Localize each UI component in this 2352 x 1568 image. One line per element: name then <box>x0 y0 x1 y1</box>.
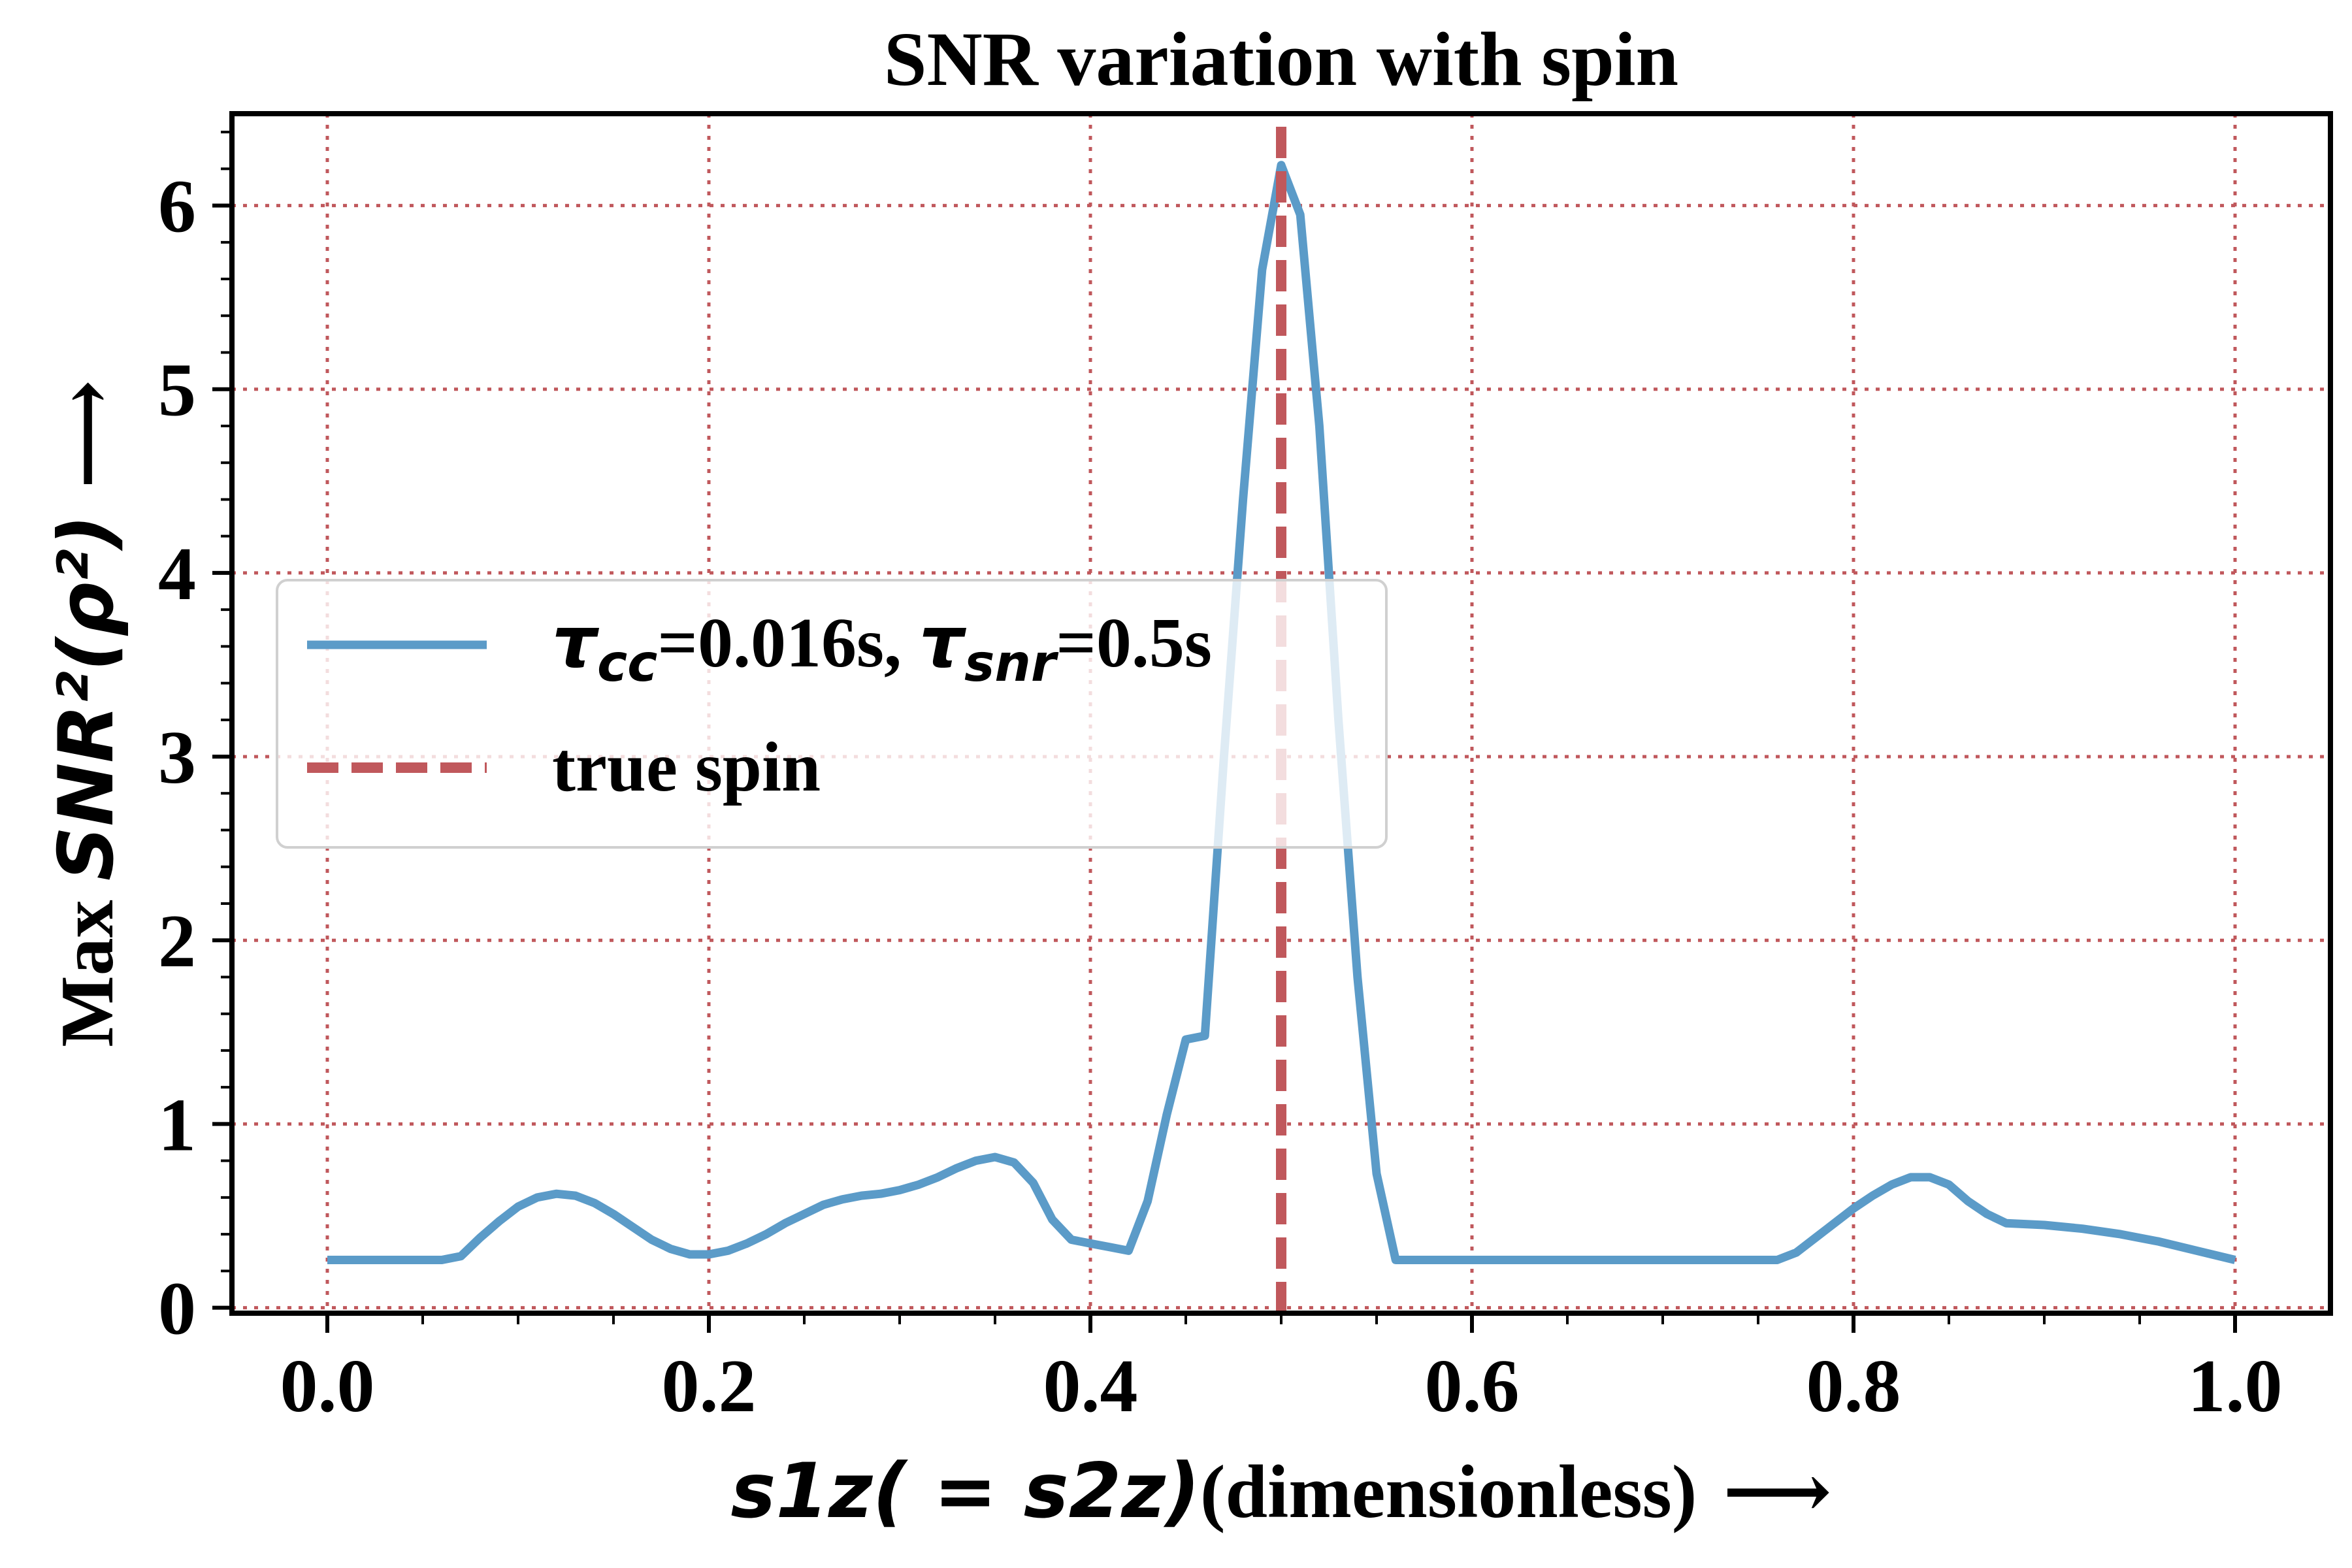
x-axis-label-text: (dimensionless) <box>1200 1450 1697 1534</box>
legend-mid: =0.016s, <box>657 604 919 682</box>
x-tick-label: 0.8 <box>1806 1345 1901 1428</box>
y-tick-label: 4 <box>158 532 196 616</box>
legend-tau-2: τ <box>919 602 967 683</box>
legend-sub-snr: snr <box>964 634 1059 693</box>
y-axis-label-math: SNR²(ρ²) <box>42 515 131 881</box>
y-axis-label: Max SNR²(ρ²) ⟶ <box>42 380 131 1047</box>
x-axis-label: s1z( = s2z)(dimensionless) ⟶ <box>730 1447 1831 1535</box>
x-tick-label: 0.2 <box>662 1345 757 1428</box>
major-ticks <box>212 203 2237 1333</box>
legend-end: =0.5s <box>1056 604 1212 682</box>
legend-sub-cc: cc <box>597 634 657 693</box>
y-axis-arrow: ⟶ <box>46 380 129 488</box>
x-axis-arrow: ⟶ <box>1723 1450 1831 1534</box>
y-tick-labels: 0 1 2 3 4 5 6 <box>158 165 196 1351</box>
y-tick-label: 0 <box>158 1267 196 1351</box>
y-axis-label-text: Max <box>46 881 129 1047</box>
y-tick-label: 6 <box>158 165 196 249</box>
y-tick-label: 2 <box>158 900 196 983</box>
legend-tau-1: τ <box>552 602 600 683</box>
x-tick-label: 0.6 <box>1425 1345 1520 1428</box>
legend-label-true-spin: true spin <box>552 728 821 806</box>
legend: τcc=0.016s, τsnr=0.5s true spin <box>276 579 1388 849</box>
x-tick-label: 1.0 <box>2188 1345 2283 1428</box>
y-tick-label: 1 <box>158 1083 196 1167</box>
x-tick-label: 0.4 <box>1043 1345 1138 1428</box>
y-tick-label: 3 <box>158 716 196 800</box>
chart-title: SNR variation with spin <box>884 16 1678 102</box>
x-axis-label-math: s1z( = s2z) <box>730 1447 1200 1535</box>
x-tick-label: 0.0 <box>280 1345 375 1428</box>
legend-label-snr: τcc=0.016s, τsnr=0.5s <box>552 602 1212 693</box>
y-tick-label: 5 <box>158 349 196 433</box>
series-line-snr <box>327 161 2236 1264</box>
legend-box <box>276 579 1388 849</box>
x-tick-labels: 0.0 0.2 0.4 0.6 0.8 1.0 <box>280 1345 2283 1428</box>
axes-frame <box>229 111 2333 1316</box>
